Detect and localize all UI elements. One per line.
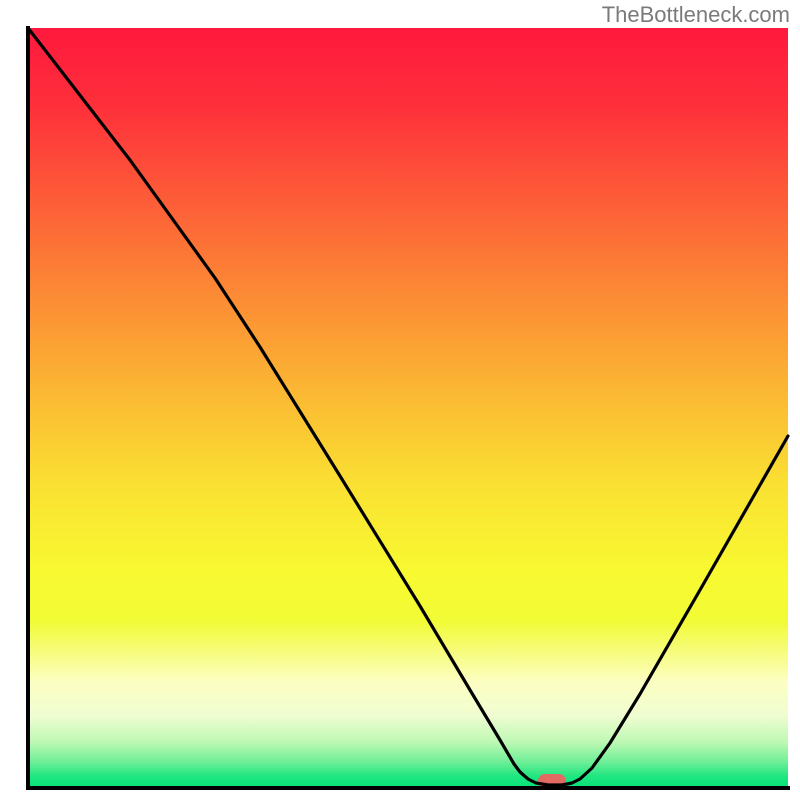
chart-container: TheBottleneck.com — [0, 0, 800, 800]
bottleneck-curve-chart — [0, 0, 800, 800]
plot-background — [28, 28, 788, 788]
watermark-text: TheBottleneck.com — [602, 2, 790, 28]
